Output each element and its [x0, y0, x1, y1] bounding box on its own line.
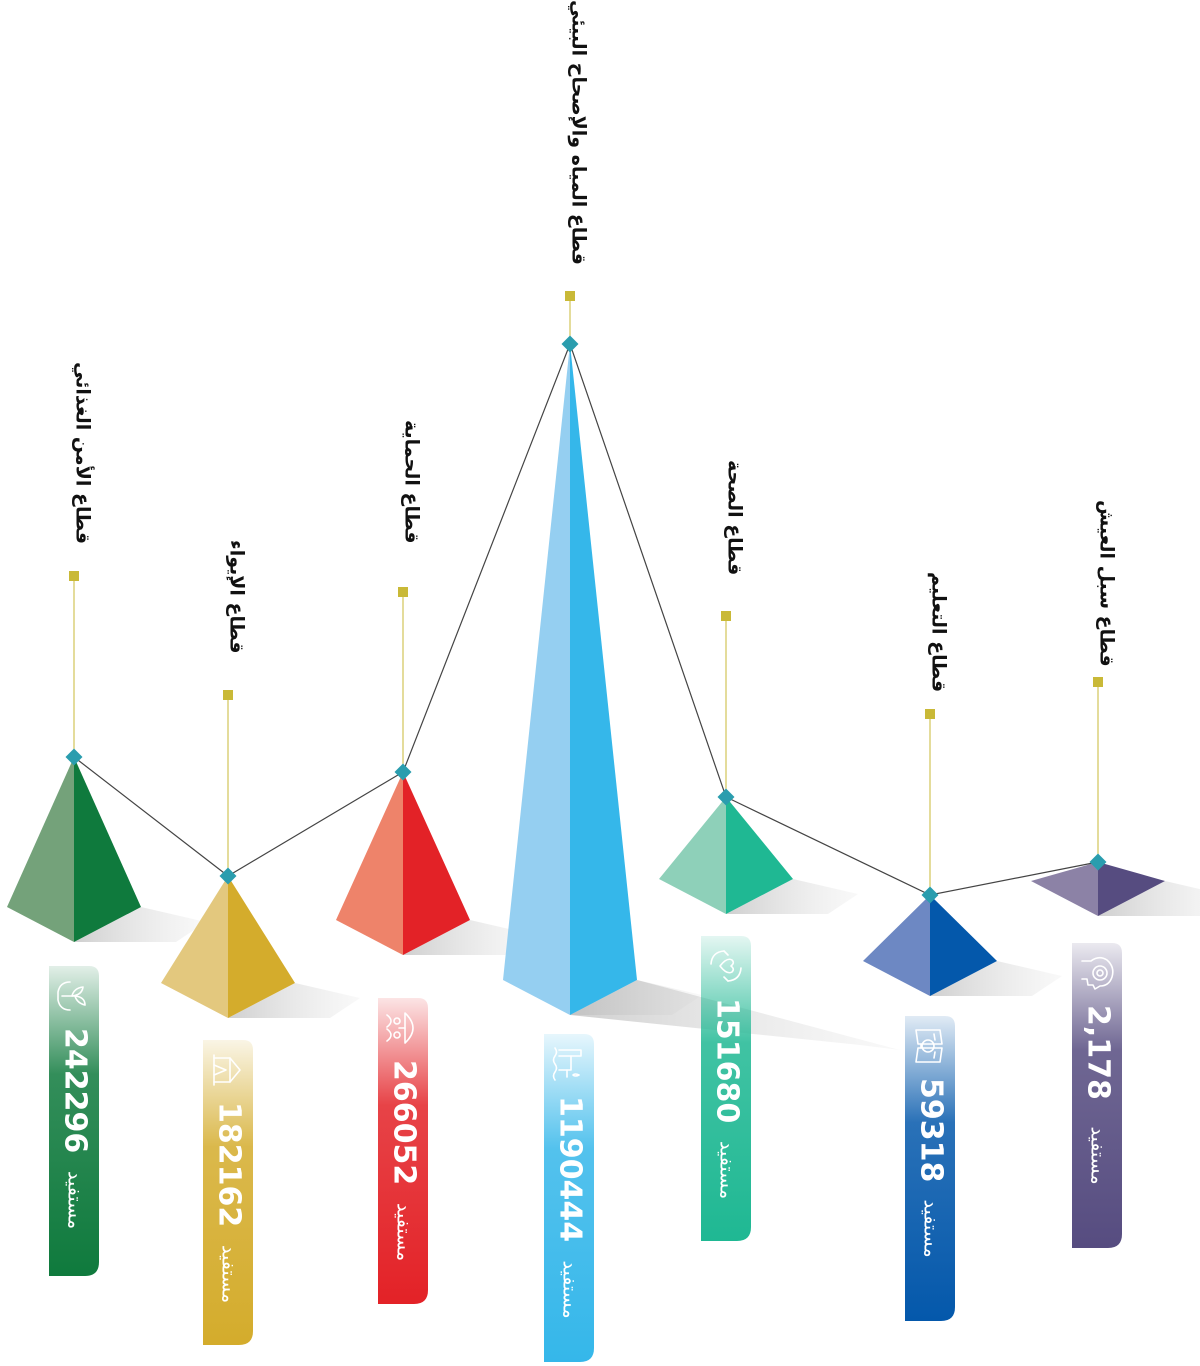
pyramid-bar — [659, 797, 793, 914]
apex-marker — [561, 335, 579, 353]
sector-label: قطاع الأمن الغذائي — [72, 362, 95, 544]
hands-plant-icon — [57, 981, 86, 1011]
water-facility-icon — [552, 1047, 582, 1081]
unit-label: مستفيد — [393, 1203, 415, 1261]
connector-line-group — [65, 335, 1107, 904]
pyramid-bar — [863, 895, 997, 996]
value-label: 242296 — [58, 1028, 93, 1153]
pyramid-shadow — [403, 920, 535, 955]
umbrella-family-icon — [386, 1012, 414, 1044]
pyramid-bar — [503, 344, 637, 1015]
sector-label: قطاع سبل العيش — [1096, 500, 1118, 667]
apex-marker — [921, 886, 939, 904]
unit-label: مستفيد — [716, 1141, 738, 1199]
head-target-icon — [1081, 956, 1114, 990]
label-pin — [925, 709, 935, 895]
sector-label: قطاع الحماية — [401, 420, 423, 544]
unit-label: مستفيد — [1087, 1127, 1109, 1185]
value-card: 266052 مستفيد — [378, 998, 428, 1304]
label-pin — [721, 611, 731, 797]
value-label: 1190444 — [553, 1096, 588, 1242]
pyramid-bar — [7, 757, 141, 942]
pyramids — [7, 344, 1165, 1018]
unit-label: مستفيد — [559, 1261, 581, 1319]
pyramid-shadow — [726, 879, 858, 914]
sector-label: قطاع الصحة — [724, 460, 746, 575]
value-label: 182162 — [212, 1102, 247, 1227]
pyramid-shadow — [1098, 881, 1200, 916]
label-pin — [69, 571, 79, 757]
pyramid-bar — [336, 772, 470, 955]
value-card: 1190444 مستفيد — [544, 1034, 594, 1362]
label-pin — [1093, 677, 1103, 862]
sector-labels: قطاع الأمن الغذائي قطاع الإيواء قطاع الحما… — [72, 0, 1118, 692]
pyramid-bar — [1031, 862, 1165, 916]
label-pin — [223, 690, 233, 876]
unit-label: مستفيد — [64, 1171, 86, 1229]
sector-label: قطاع المياه والإصحاح البيئي — [568, 0, 590, 265]
pyramid-shadow — [74, 907, 206, 942]
apex-marker — [1089, 853, 1107, 871]
hands-heart-icon — [710, 950, 742, 982]
value-label: 59318 — [914, 1078, 949, 1182]
value-label: 151680 — [710, 998, 745, 1123]
unit-label: مستفيد — [920, 1200, 942, 1258]
unit-label: مستفيد — [218, 1245, 240, 1303]
apex-marker — [219, 867, 237, 885]
sector-label: قطاع التعليم — [928, 572, 950, 692]
book-lightbulb-icon — [915, 1029, 943, 1063]
value-label: 266052 — [387, 1060, 422, 1185]
value-card: 182162 مستفيد — [203, 1040, 253, 1345]
value-card: 2,178 مستفيد — [1072, 943, 1122, 1248]
pyramid-bar — [161, 876, 295, 1018]
value-card: 151680 مستفيد — [701, 936, 751, 1241]
apex-marker — [394, 763, 412, 781]
value-card: 59318 مستفيد — [905, 1016, 955, 1321]
label-pin — [398, 587, 408, 772]
value-card: 242296 مستفيد — [49, 966, 99, 1276]
pyramid-shadow — [930, 961, 1062, 996]
apex-marker — [65, 748, 83, 766]
tent-icon — [213, 1054, 241, 1086]
sector-label: قطاع الإيواء — [226, 540, 248, 654]
pyramid-shadow — [228, 983, 360, 1018]
value-label: 2,178 — [1081, 1005, 1116, 1100]
apex-marker — [717, 788, 735, 806]
label-pins — [69, 291, 1103, 895]
